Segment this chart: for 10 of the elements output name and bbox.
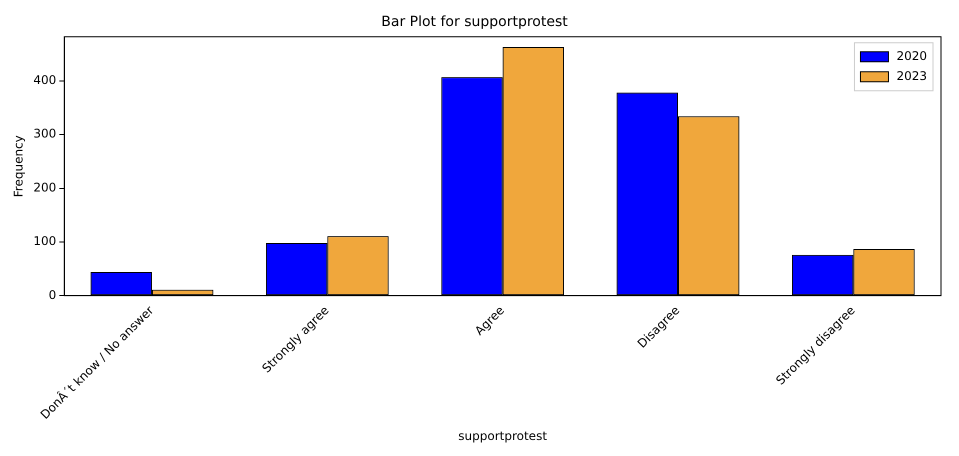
y-tick-label: 300	[33, 126, 56, 141]
y-tick-label: 100	[33, 234, 56, 248]
y-tick-label: 0	[48, 288, 56, 302]
x-axis-title: supportprotest	[458, 428, 548, 443]
legend-label: 2020	[896, 48, 928, 63]
legend-label: 2023	[896, 68, 928, 83]
y-tick-label: 200	[33, 180, 56, 194]
y-tick-label: 400	[33, 72, 56, 87]
y-axis-title: Frequency	[11, 135, 26, 198]
chart-title: Bar Plot for supportprotest	[381, 14, 568, 30]
